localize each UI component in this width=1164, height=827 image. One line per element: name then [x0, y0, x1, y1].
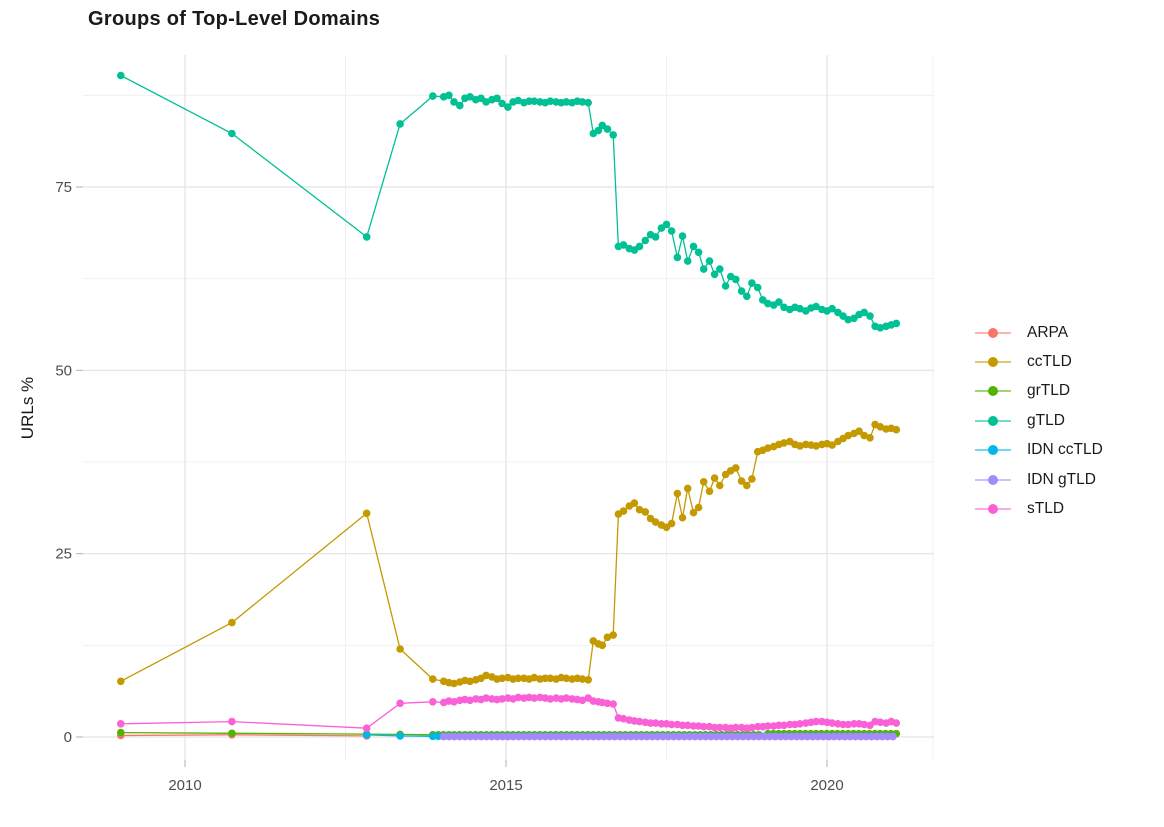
legend: ARPA ccTLD grTLD gTLD IDN ccTLD IDN gTLD sTLD: [975, 318, 1103, 524]
x-tick-label: 2015: [489, 777, 522, 794]
y-tick-label: 50: [55, 362, 72, 379]
legend-label: IDN ccTLD: [1027, 441, 1103, 459]
chart-title: Groups of Top-Level Domains: [88, 8, 381, 30]
legend-key-icon: [975, 383, 1011, 399]
legend-item-idn-cctld: IDN ccTLD: [975, 436, 1103, 465]
series-points-gTLD: [117, 71, 901, 332]
legend-key-icon: [975, 325, 1011, 341]
x-tick-label: 2020: [810, 777, 843, 794]
legend-key-icon: [975, 501, 1011, 517]
legend-label: IDN gTLD: [1027, 470, 1096, 488]
legend-item-arpa: ARPA: [975, 318, 1103, 347]
legend-key-icon: [975, 442, 1011, 458]
y-tick-label: 0: [64, 729, 72, 746]
x-tick-label: 2010: [168, 777, 201, 794]
legend-key-icon: [975, 472, 1011, 488]
legend-item-grtld: grTLD: [975, 377, 1103, 406]
series-points-sTLD: [117, 693, 901, 732]
legend-key-icon: [975, 354, 1011, 370]
y-tick-label: 25: [55, 546, 72, 563]
series-line-gTLD: [120, 74, 897, 329]
legend-item-stld: sTLD: [975, 494, 1103, 523]
y-tick-label: 75: [55, 179, 72, 196]
series-points-ccTLD: [117, 420, 901, 688]
legend-item-idn-gtld: IDN gTLD: [975, 465, 1103, 494]
series-line-ARPA: [120, 734, 367, 737]
legend-label: ccTLD: [1027, 353, 1072, 371]
legend-label: sTLD: [1027, 500, 1065, 518]
legend-item-gtld: gTLD: [975, 406, 1103, 435]
y-axis-title: URLs %: [18, 376, 37, 440]
legend-label: ARPA: [1027, 323, 1069, 341]
legend-item-cctld: ccTLD: [975, 347, 1103, 376]
legend-label: grTLD: [1027, 382, 1071, 400]
series-points-IDN-gTLD: [439, 732, 897, 741]
legend-key-icon: [975, 413, 1011, 429]
legend-label: gTLD: [1027, 411, 1065, 429]
